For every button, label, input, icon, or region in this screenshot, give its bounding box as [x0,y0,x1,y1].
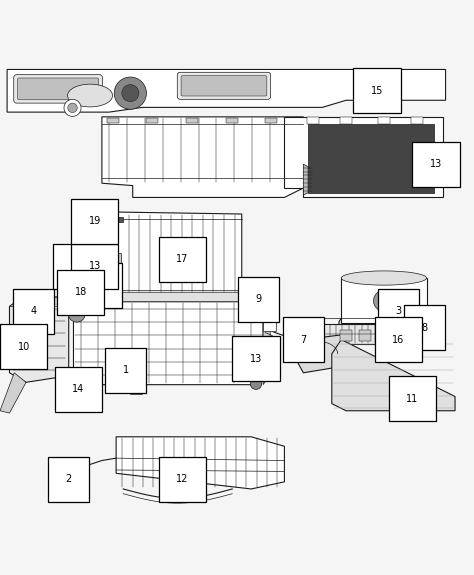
Text: 16: 16 [392,335,404,344]
Polygon shape [116,437,284,489]
Bar [378,117,390,124]
Bar [80,286,88,292]
Bar [251,286,265,298]
Polygon shape [7,70,446,112]
Text: 4: 4 [30,306,36,316]
Ellipse shape [341,271,427,285]
Bar [263,321,276,331]
Text: 18: 18 [74,288,87,297]
Polygon shape [332,340,455,411]
Circle shape [250,297,262,308]
Bar [186,118,198,122]
Text: 11: 11 [406,394,419,404]
Bar [265,118,277,122]
Bar [159,247,185,258]
Bar [193,250,203,255]
Bar [102,254,121,263]
Circle shape [68,305,85,322]
Text: 8: 8 [421,323,427,333]
Bar [411,117,423,124]
FancyBboxPatch shape [14,75,102,103]
Bar [307,117,319,124]
Circle shape [77,297,89,308]
Circle shape [250,378,262,389]
Bar [441,152,454,167]
Circle shape [64,99,81,116]
Polygon shape [284,117,443,197]
Polygon shape [90,212,242,297]
Polygon shape [9,297,69,306]
FancyBboxPatch shape [181,76,267,96]
Polygon shape [102,117,303,197]
Text: 13: 13 [250,354,262,363]
Circle shape [77,378,89,389]
Bar [107,118,118,122]
Text: 14: 14 [72,385,84,394]
Text: 12: 12 [176,474,189,485]
FancyBboxPatch shape [18,78,99,100]
Polygon shape [73,292,270,302]
Bar [146,118,158,122]
Bar [226,118,237,122]
Text: 10: 10 [18,342,30,352]
Text: 6: 6 [99,280,105,290]
Text: 1: 1 [123,366,128,375]
Circle shape [68,103,77,113]
Circle shape [439,151,456,168]
Bar [341,278,427,323]
Polygon shape [263,292,270,385]
Bar [359,330,371,340]
Circle shape [251,346,268,362]
Bar [340,117,352,124]
Circle shape [122,85,139,102]
Text: 13: 13 [89,261,101,271]
Text: 7: 7 [300,335,307,344]
Polygon shape [9,297,69,382]
Bar [395,330,406,340]
Ellipse shape [67,84,113,107]
Bar [313,324,417,344]
Text: 19: 19 [89,216,101,226]
Circle shape [379,296,389,305]
Text: 17: 17 [176,254,189,264]
Bar [414,330,425,340]
Text: 15: 15 [371,86,383,96]
Text: 5: 5 [70,261,77,271]
Text: 9: 9 [255,294,261,304]
Text: 3: 3 [395,306,401,316]
Bar [340,330,352,340]
FancyBboxPatch shape [177,72,271,99]
Text: 13: 13 [430,159,442,169]
Polygon shape [293,335,341,373]
Bar [308,124,434,193]
Text: 2: 2 [65,474,72,485]
Circle shape [114,77,146,109]
Polygon shape [0,373,26,413]
Bar [116,217,123,222]
Polygon shape [73,302,263,385]
Ellipse shape [339,309,429,338]
Circle shape [374,290,394,311]
Polygon shape [303,164,308,195]
